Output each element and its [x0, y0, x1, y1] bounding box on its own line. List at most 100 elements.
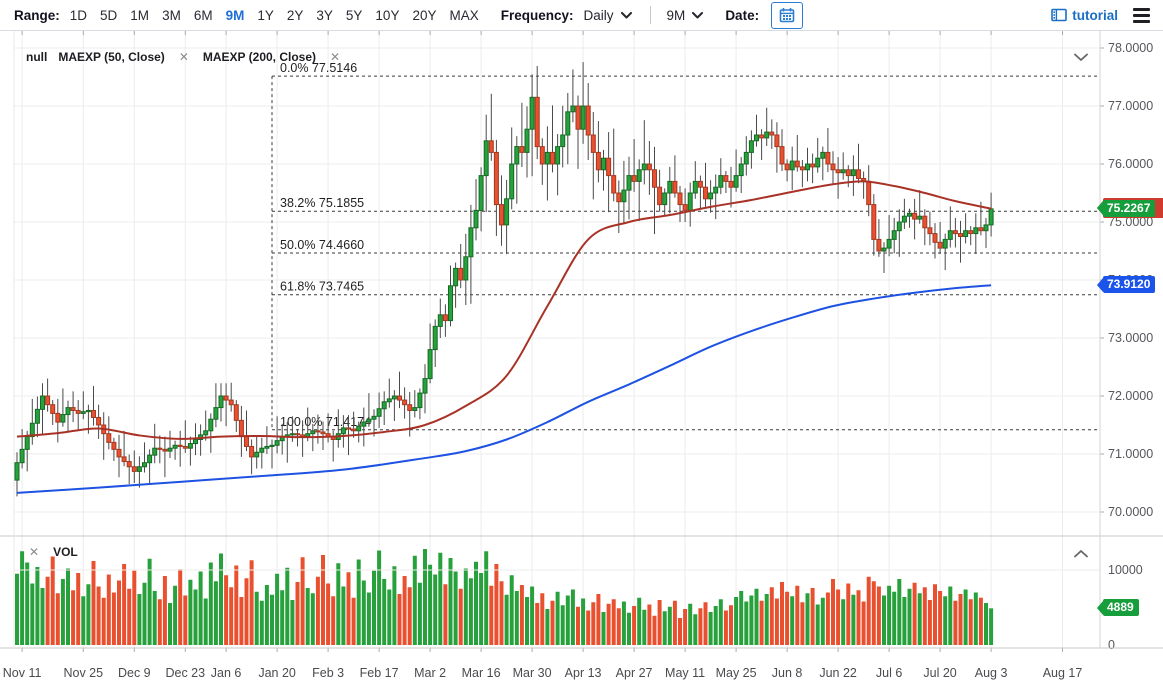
candlestick: [830, 163, 836, 171]
candlestick: [381, 401, 387, 410]
price-pane-collapse-button[interactable]: [1072, 50, 1090, 64]
candlestick: [743, 151, 749, 165]
candlestick: [147, 454, 153, 464]
candlestick: [687, 192, 693, 211]
volume-bar: [407, 587, 412, 645]
candlestick: [412, 407, 418, 412]
range-option-1m[interactable]: 1M: [130, 7, 150, 23]
date-axis-label: Aug 3: [975, 666, 1008, 680]
legend-item-label: MAEXP (50, Close): [58, 50, 165, 64]
volume-bar: [489, 585, 494, 645]
volume-bar: [15, 573, 19, 645]
candlestick: [835, 169, 841, 174]
toolbar-divider: [649, 6, 651, 24]
date-axis-label: Jul 20: [923, 666, 956, 680]
close-icon[interactable]: ✕: [330, 50, 341, 64]
volume-bar: [805, 593, 810, 645]
candlestick: [958, 233, 963, 238]
candlestick: [376, 408, 382, 417]
volume-bar: [887, 585, 892, 645]
volume-bar: [229, 587, 234, 645]
volume-bar: [866, 576, 871, 645]
volume-bar: [208, 562, 213, 645]
volume-bar: [157, 599, 162, 645]
volume-bar: [667, 606, 672, 645]
volume-bar: [178, 569, 183, 645]
candlestick: [539, 146, 545, 165]
range-option-10y[interactable]: 10Y: [375, 7, 400, 23]
range-option-1d[interactable]: 1D: [69, 7, 88, 23]
volume-bar: [397, 594, 402, 645]
volume-bar: [978, 597, 983, 645]
candlestick: [391, 395, 397, 400]
volume-bar: [570, 589, 575, 645]
candlestick: [738, 163, 744, 177]
candlestick: [91, 410, 96, 418]
ma200-line: [16, 284, 992, 494]
volume-bar: [117, 580, 121, 645]
range-option-1y[interactable]: 1Y: [257, 7, 274, 23]
candlestick: [907, 212, 912, 217]
volume-bar: [749, 595, 754, 645]
volume-pane-legend: ✕ VOL: [26, 545, 78, 559]
volume-bar: [723, 610, 728, 645]
volume-bar: [576, 606, 580, 645]
candlestick: [876, 238, 882, 252]
period-dropdown[interactable]: 9M: [667, 8, 704, 23]
close-icon[interactable]: ✕: [29, 545, 40, 559]
candlestick: [177, 444, 183, 447]
candlestick: [274, 440, 280, 446]
fibonacci-level-label: 0.0% 77.5146: [280, 61, 357, 75]
candlestick: [692, 180, 698, 194]
frequency-dropdown[interactable]: Daily: [584, 8, 632, 23]
volume-bar: [530, 586, 535, 645]
volume-bar: [132, 570, 137, 645]
tutorial-button[interactable]: tutorial: [1051, 8, 1118, 23]
date-label: Date:: [725, 7, 760, 23]
volume-bar: [933, 584, 937, 645]
volume-bar: [55, 593, 60, 645]
chevron-down-icon: [620, 11, 632, 18]
candlestick: [111, 441, 117, 450]
volume-bar: [361, 580, 366, 645]
date-picker-button[interactable]: [771, 1, 804, 29]
candlestick: [662, 192, 668, 206]
volume-bar: [565, 595, 570, 645]
range-option-9m[interactable]: 9M: [225, 7, 245, 23]
candlestick: [524, 128, 530, 153]
date-axis-label: Mar 2: [414, 666, 446, 680]
volume-bar: [142, 582, 147, 645]
range-option-5d[interactable]: 5D: [100, 7, 118, 23]
range-option-5y[interactable]: 5Y: [345, 7, 363, 23]
volume-bar: [423, 549, 427, 645]
candlestick: [116, 448, 122, 458]
candlestick: [585, 105, 591, 136]
volume-pane-expand-button[interactable]: [1072, 546, 1090, 560]
range-option-20y[interactable]: 20Y: [412, 7, 437, 23]
range-option-3y[interactable]: 3Y: [316, 7, 333, 23]
candlestick: [351, 428, 357, 432]
range-option-2y[interactable]: 2Y: [286, 7, 304, 23]
range-option-max[interactable]: MAX: [449, 7, 479, 23]
candlestick: [509, 163, 515, 200]
volume-bar: [739, 591, 744, 645]
candlestick: [641, 163, 647, 171]
volume-bar: [96, 586, 101, 645]
range-option-3m[interactable]: 3M: [162, 7, 181, 23]
candlestick: [947, 230, 953, 240]
candlestick: [667, 180, 673, 194]
close-icon[interactable]: ✕: [178, 50, 189, 64]
price-axis-label: 76.0000: [1108, 157, 1153, 171]
candlestick: [131, 466, 137, 472]
volume-bar: [963, 589, 968, 645]
menu-hamburger-icon[interactable]: [1132, 5, 1151, 26]
volume-bar: [688, 603, 693, 645]
volume-bar: [417, 582, 422, 645]
candlestick: [315, 430, 321, 433]
volume-bar: [484, 551, 489, 645]
range-option-6m[interactable]: 6M: [193, 7, 213, 23]
volume-bar: [825, 592, 830, 645]
volume-bar: [810, 588, 815, 645]
